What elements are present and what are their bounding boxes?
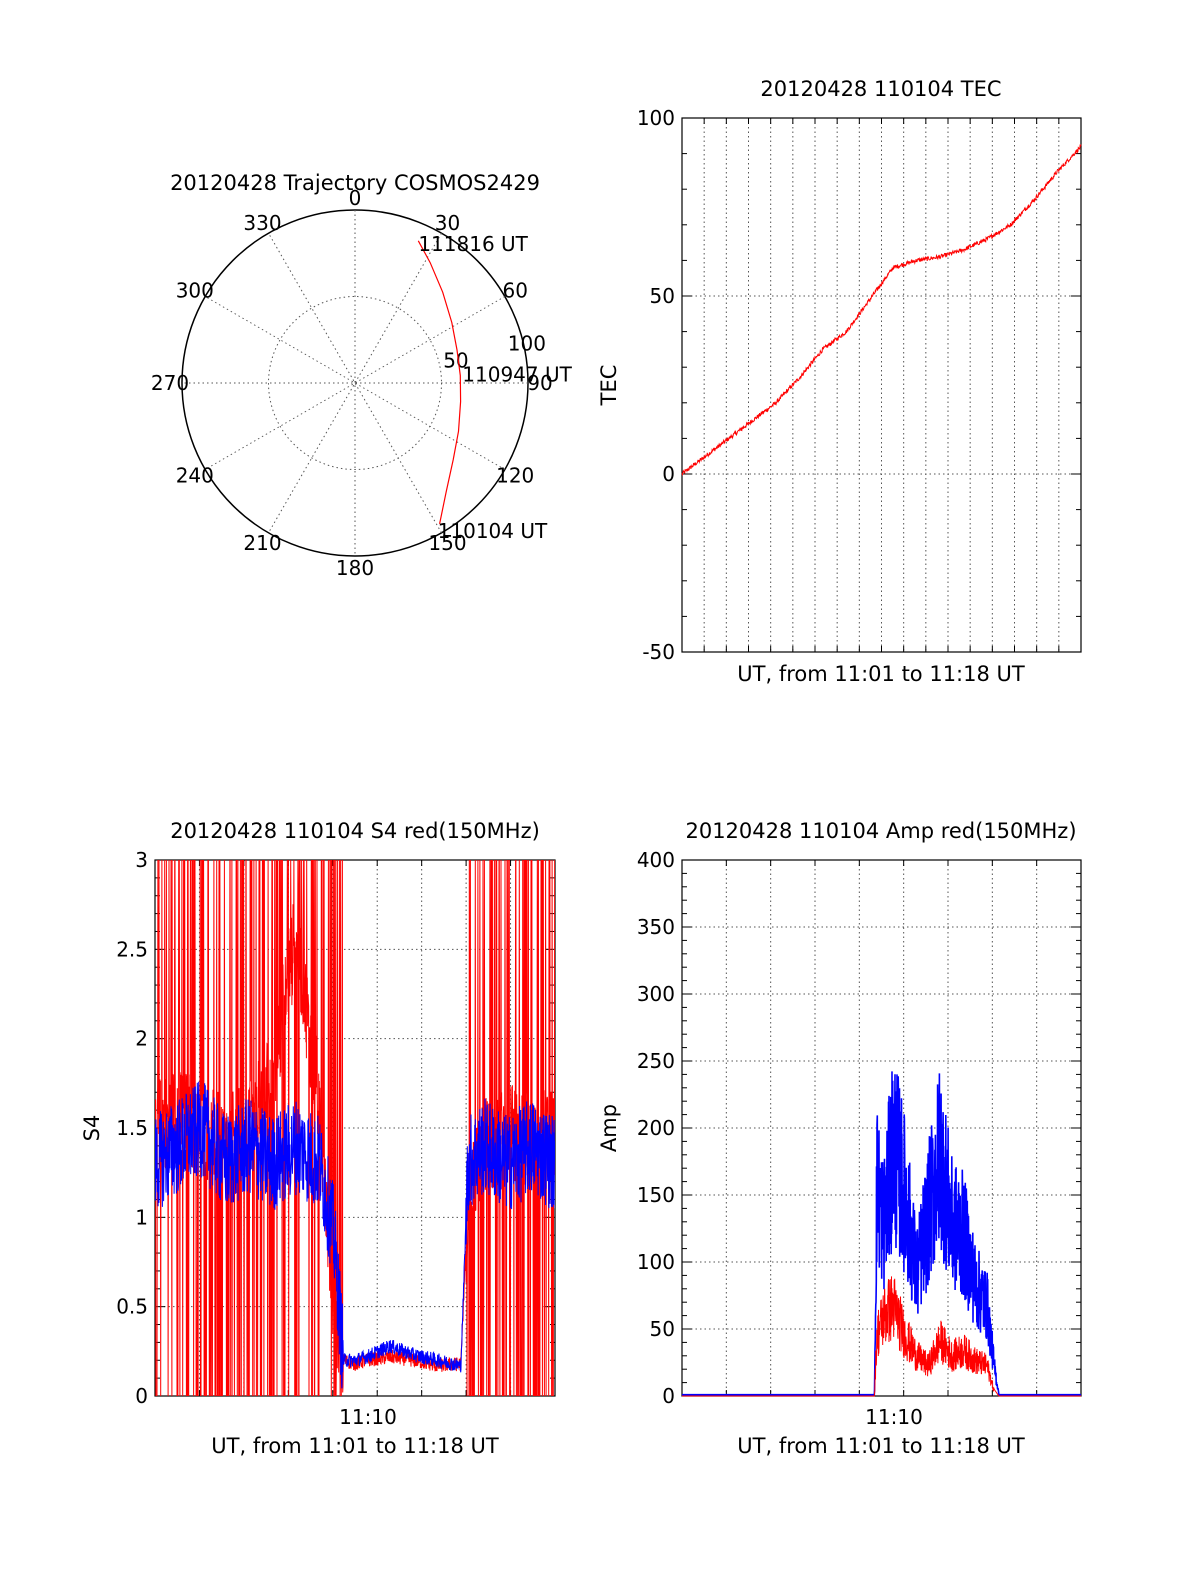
amp-ytick-label: 250 [637, 1049, 675, 1073]
amp-ytick-label: 100 [637, 1250, 675, 1274]
ring-label: 50 [443, 349, 468, 373]
azimuth-label: 180 [336, 556, 374, 580]
azimuth-label: 300 [176, 279, 214, 303]
trajectory-mid-label: 110947 UT [462, 363, 572, 387]
amp-ytick-label: 150 [637, 1183, 675, 1207]
s4-panel: 20120428 110104 S4 red(150MHz) UT, from … [80, 819, 556, 1458]
tec-plot-frame [681, 117, 1082, 653]
azimuth-label: 150 [428, 531, 466, 555]
s4-ytick-label: 3 [135, 848, 148, 872]
trajectory-line [417, 240, 462, 525]
amp-series-blue [682, 1071, 1081, 1396]
amp-ytick-label: 200 [637, 1116, 675, 1140]
trajectory-title: 20120428 Trajectory COSMOS2429 [170, 171, 540, 195]
s4-ytick-label: 1.5 [116, 1116, 148, 1140]
amp-ytick-label: 400 [637, 848, 675, 872]
amp-series-red [682, 1276, 1081, 1397]
azimuth-label: 210 [243, 531, 281, 555]
s4-title: 20120428 110104 S4 red(150MHz) [170, 819, 540, 843]
s4-series-red [155, 860, 555, 1396]
tec-ytick-label: 0 [662, 462, 675, 486]
tec-title: 20120428 110104 TEC [760, 77, 1001, 101]
amp-ylabel: Amp [597, 1104, 621, 1152]
ring-labels: 50 100 [443, 331, 546, 372]
amp-xlabel: UT, from 11:01 to 11:18 UT [737, 1434, 1025, 1458]
tec-ylabel: TEC [597, 365, 621, 407]
s4-ylabel: S4 [80, 1115, 104, 1142]
tec-grid [682, 117, 1081, 653]
s4-ytick-label: 0.5 [116, 1295, 148, 1319]
s4-ytick-label: 0 [135, 1384, 148, 1408]
tec-xlabel: UT, from 11:01 to 11:18 UT [737, 662, 1025, 686]
azimuth-label: 240 [176, 464, 214, 488]
s4-ytick-label: 2.5 [116, 937, 148, 961]
tec-series-line [681, 144, 1082, 477]
s4-xtick-label: 11:10 [339, 1405, 397, 1429]
trajectory-start-label: 110104 UT [438, 519, 548, 543]
tec-ytick-label: 100 [637, 106, 675, 130]
polar-ring [268, 296, 442, 470]
trajectory-end-label: 111816 UT [418, 232, 528, 256]
s4-xlabel: UT, from 11:01 to 11:18 UT [211, 1434, 499, 1458]
azimuth-label: 270 [151, 371, 189, 395]
azimuth-label: 120 [496, 464, 534, 488]
tec-ytick-label: -50 [642, 640, 675, 664]
trajectory-panel: 20120428 Trajectory COSMOS2429 0 30 60 90 12… [151, 171, 573, 580]
amp-panel: 20120428 110104 Amp red(150MHz) UT, from… [597, 819, 1082, 1458]
polar-spoke [204, 296, 506, 470]
amp-ytick-label: 300 [637, 982, 675, 1006]
amp-ytick-label: 350 [637, 915, 675, 939]
amp-title: 20120428 110104 Amp red(150MHz) [685, 819, 1076, 843]
tec-panel: 20120428 110104 TEC UT, from 11:01 to 11… [597, 77, 1082, 686]
azimuth-label: 30 [435, 211, 460, 235]
amp-plot-frame [681, 859, 1082, 1397]
s4-ytick-label: 1 [135, 1205, 148, 1229]
azimuth-label: 60 [502, 279, 527, 303]
ring-label: 100 [508, 331, 546, 355]
s4-ytick-label: 2 [135, 1027, 148, 1051]
s4-series-blue [155, 1081, 555, 1389]
tec-ytick-label: 50 [650, 284, 675, 308]
azimuth-label: 90 [527, 371, 552, 395]
azimuth-label: 0 [349, 186, 362, 210]
amp-ytick-label: 0 [662, 1384, 675, 1408]
polar-spoke [268, 232, 442, 534]
polar-spoke [268, 232, 442, 534]
polar-spoke [204, 296, 506, 470]
azimuth-labels: 0 30 60 90 120 150 180 210 240 270 300 330 [151, 186, 553, 580]
polar-grid [181, 209, 529, 557]
azimuth-label: 330 [243, 211, 281, 235]
amp-ytick-label: 50 [650, 1317, 675, 1341]
amp-xtick-label: 11:10 [865, 1405, 923, 1429]
